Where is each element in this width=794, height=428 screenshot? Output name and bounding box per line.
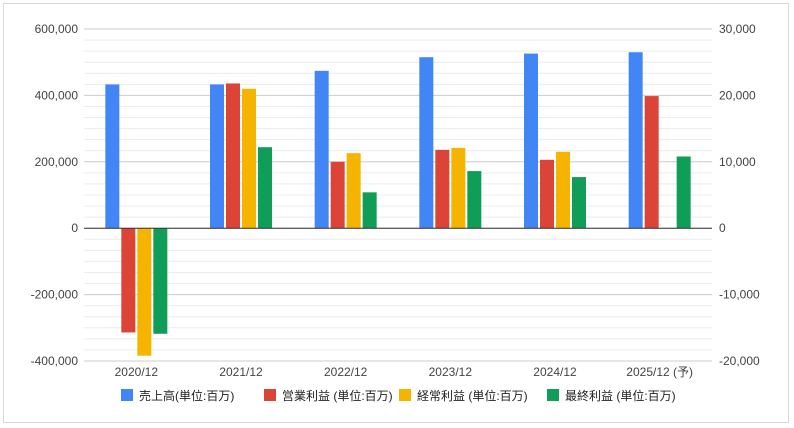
gridlines (84, 28, 712, 362)
left-axis-tick-label: 400,000 (35, 88, 79, 102)
left-axis-tick-label: -200,000 (31, 288, 79, 302)
bar-net-profit (467, 171, 482, 229)
bar-ordinary-profit (451, 147, 466, 229)
bar-revenue (314, 70, 329, 229)
category-label: 2024/12 (533, 365, 577, 379)
category-label: 2020/12 (115, 365, 159, 379)
right-axis-tick-label: 0 (719, 221, 726, 235)
left-axis-tick-label: 600,000 (35, 22, 79, 36)
right-axis-tick-label: -20,000 (719, 354, 760, 368)
bar-operating-profit (330, 161, 345, 229)
bar-operating-profit (226, 83, 240, 229)
left-axis-tick-label: -400,000 (31, 354, 79, 368)
legend-label: 営業利益 (単位:百万) (282, 388, 393, 403)
bar-net-profit (362, 192, 377, 229)
bar-operating-profit (644, 96, 659, 229)
category-labels: 2020/12 2021/12 2022/12 2023/12 2024/12 2025/… (115, 365, 693, 379)
bar-operating-profit (435, 149, 450, 229)
right-axis-ticks: -20,000 -10,000 0 10,000 20,000 30,000 (719, 22, 760, 368)
left-axis-tick-label: 200,000 (35, 155, 79, 169)
legend-label: 売上高(単位:百万) (139, 388, 234, 403)
bar-ordinary-profit (242, 88, 256, 229)
legend-swatch (399, 389, 411, 401)
bar-net-profit (676, 156, 691, 229)
bar-ordinary-profit (137, 228, 152, 356)
bar-net-profit (258, 147, 272, 229)
right-axis-tick-label: -10,000 (719, 288, 760, 302)
legend-label: 経常利益 (単位:百万) (417, 388, 528, 403)
left-axis-tick-label: 0 (71, 221, 78, 235)
bar-revenue (524, 53, 538, 229)
legend: 売上高(単位:百万) 営業利益 (単位:百万) 経常利益 (単位:百万) 最終利益 (… (121, 388, 676, 403)
legend-swatch (121, 389, 133, 401)
bar-operating-profit (540, 159, 554, 229)
legend-swatch (264, 389, 276, 401)
bars (105, 52, 691, 356)
legend-swatch (547, 389, 559, 401)
category-label: 2023/12 (429, 365, 473, 379)
bar-revenue (105, 84, 120, 229)
category-label: 2022/12 (324, 365, 368, 379)
bar-net-profit (572, 177, 586, 229)
right-axis-tick-label: 10,000 (719, 155, 756, 169)
bar-ordinary-profit (346, 153, 361, 229)
left-axis-ticks: -400,000 -200,000 0 200,000 400,000 600,000 (31, 22, 79, 368)
bar-operating-profit (121, 228, 136, 333)
category-label: 2025/12 (予) (626, 365, 693, 379)
bar-ordinary-profit (556, 151, 570, 229)
bar-revenue (628, 52, 643, 229)
right-axis-tick-label: 30,000 (719, 22, 756, 36)
legend-label: 最終利益 (単位:百万) (565, 388, 676, 403)
bar-revenue (419, 57, 434, 229)
bar-net-profit (153, 228, 168, 334)
right-axis-tick-label: 20,000 (719, 88, 756, 102)
bar-revenue (210, 84, 224, 229)
category-label: 2021/12 (219, 365, 263, 379)
